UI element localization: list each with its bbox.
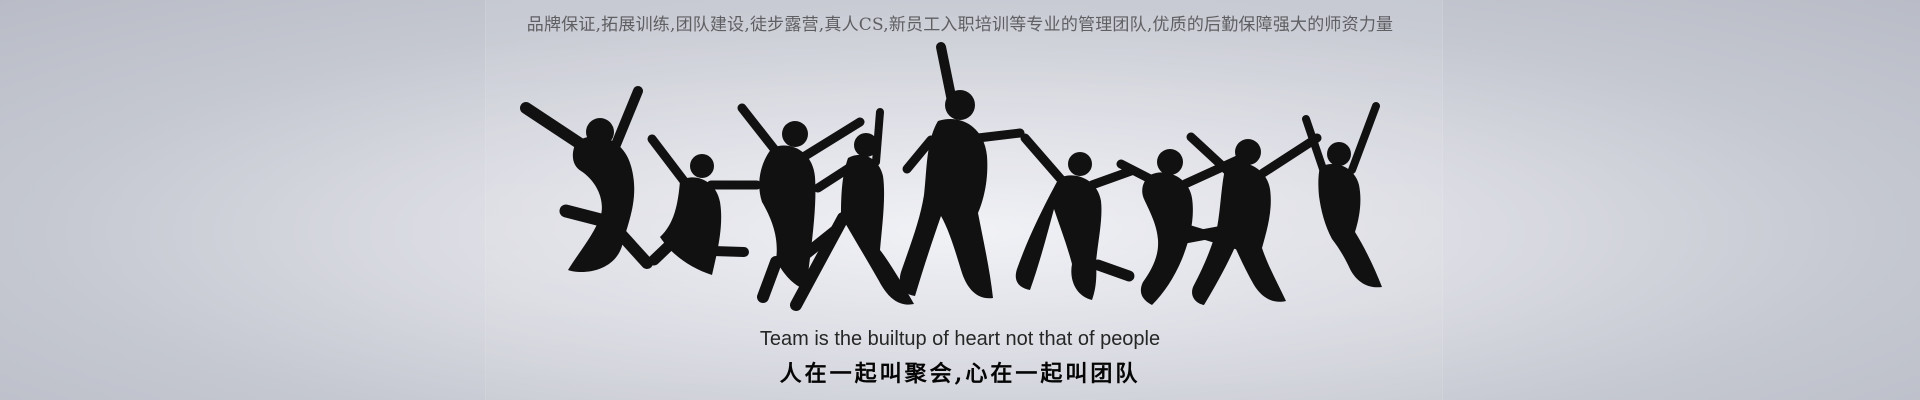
silhouette-person-8 bbox=[1186, 132, 1322, 305]
silhouette-person-1 bbox=[520, 86, 653, 273]
silhouette-person-3 bbox=[737, 103, 865, 303]
jumping-people-silhouette-icon bbox=[510, 34, 1410, 319]
english-caption: Team is the builtup of heart not that of… bbox=[759, 328, 1161, 350]
silhouette-person-6 bbox=[1015, 133, 1136, 300]
chinese-caption: 人在一起叫聚会,心在一起叫团队 bbox=[779, 361, 1141, 387]
silhouette-person-2 bbox=[647, 134, 762, 275]
silhouette-person-5 bbox=[899, 42, 1025, 299]
top-slogan: 品牌保证,拓展训练,团队建设,徒步露营,真人CS,新员工入职培训等专业的管理团队… bbox=[526, 15, 1394, 35]
silhouette-person-9 bbox=[1302, 102, 1382, 288]
silhouette-person-4 bbox=[790, 108, 914, 311]
